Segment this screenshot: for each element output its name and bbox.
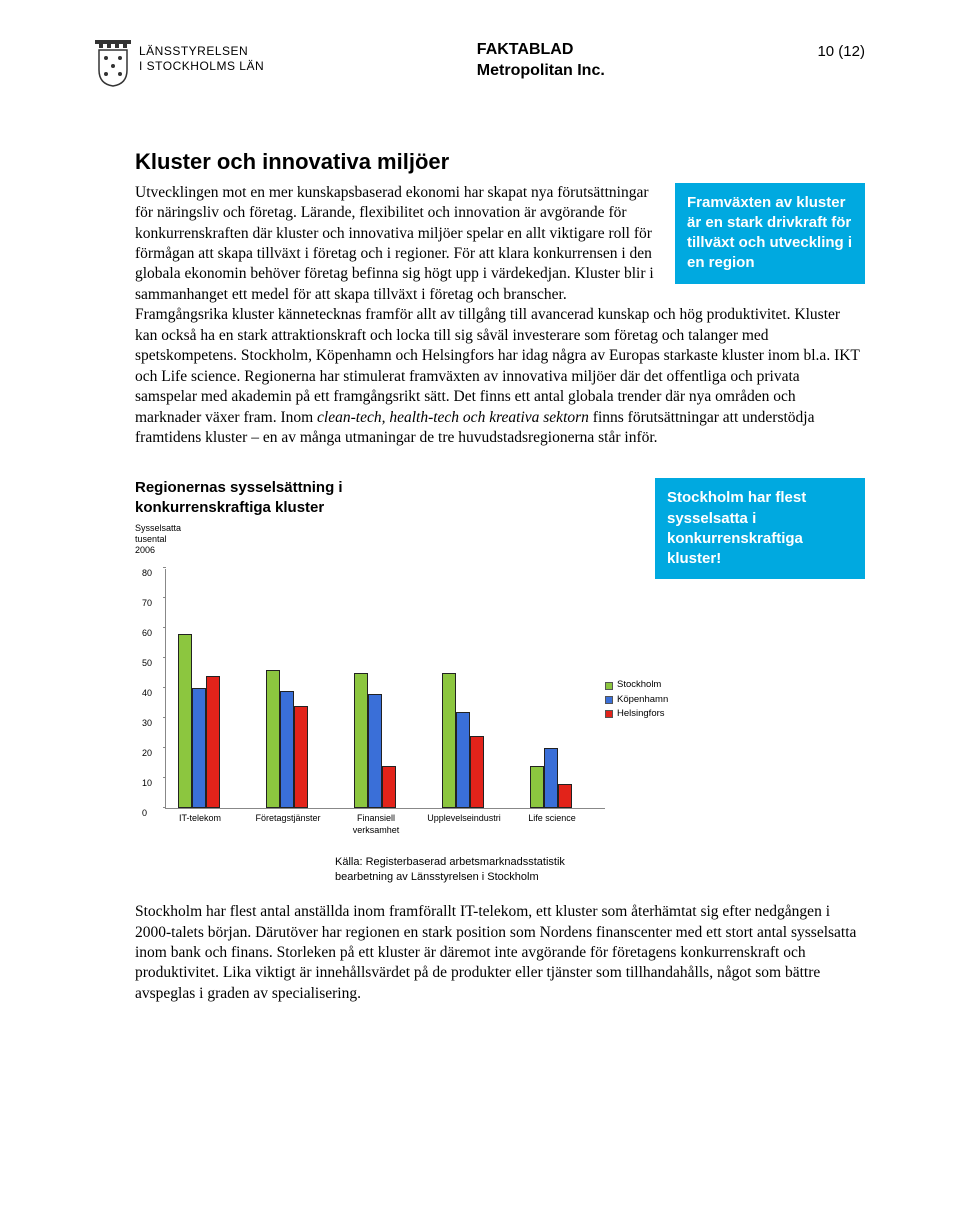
bar <box>442 673 456 808</box>
xtick-label: Upplevelseindustri <box>422 813 506 825</box>
legend-label: Helsingfors <box>617 708 665 720</box>
callout-stockholm-most: Stockholm har flest sysselsatta i konkur… <box>655 478 865 579</box>
legend-swatch <box>605 682 613 690</box>
bar <box>456 712 470 808</box>
chart-legend: Stockholm Köpenhamn Helsingfors <box>605 679 668 722</box>
section-heading: Kluster och innovativa miljöer <box>135 148 865 177</box>
xtick-label: Life science <box>510 813 594 825</box>
ytick-mark <box>163 777 166 778</box>
ytick-mark <box>163 717 166 718</box>
bar <box>530 766 544 808</box>
page-number: 10 (12) <box>817 40 865 62</box>
page-header: LÄNSSTYRELSEN I STOCKHOLMS LÄN FAKTABLAD… <box>95 40 865 88</box>
content-column: Kluster och innovativa miljöer Framväxte… <box>135 148 865 1004</box>
doc-type: FAKTABLAD <box>477 40 605 61</box>
source-l1: Källa: Registerbaserad arbetsmarknadssta… <box>335 856 565 868</box>
doc-title-block: FAKTABLAD Metropolitan Inc. <box>477 40 605 82</box>
xtick-label: IT-telekom <box>158 813 242 825</box>
agency-line2: I STOCKHOLMS LÄN <box>139 59 264 74</box>
chart-plot: 01020304050607080IT-telekomFöretagstjäns… <box>165 569 605 809</box>
ytick-mark <box>163 597 166 598</box>
chart-title: Regionernas sysselsättning i konkurrensk… <box>135 478 415 517</box>
body-italic: clean-tech, health-tech och kreativa sek… <box>317 409 589 426</box>
ytick-label: 70 <box>142 598 152 610</box>
legend-item: Köpenhamn <box>605 694 668 706</box>
chart-section: Regionernas sysselsättning i konkurrensk… <box>135 478 865 884</box>
bar <box>470 736 484 808</box>
ytick-label: 20 <box>142 748 152 760</box>
body-wrap: Framväxten av kluster är en stark drivkr… <box>135 183 865 449</box>
legend-label: Stockholm <box>617 679 661 691</box>
bar <box>266 670 280 808</box>
doc-subject: Metropolitan Inc. <box>477 61 605 82</box>
ytick-label: 10 <box>142 778 152 790</box>
bar-group <box>442 673 502 808</box>
bar-group <box>354 673 414 808</box>
legend-swatch <box>605 710 613 718</box>
ytick-label: 60 <box>142 628 152 640</box>
legend-label: Köpenhamn <box>617 694 668 706</box>
bar-group <box>178 634 238 808</box>
bar <box>354 673 368 808</box>
legend-item: Helsingfors <box>605 708 668 720</box>
ytick-mark <box>163 687 166 688</box>
yaxis-l2: tusental <box>135 534 167 544</box>
ytick-mark <box>163 747 166 748</box>
bar <box>206 676 220 808</box>
xtick-label: Finansiellverksamhet <box>334 813 418 836</box>
agency-name: LÄNSSTYRELSEN I STOCKHOLMS LÄN <box>139 40 264 74</box>
bar <box>280 691 294 808</box>
bar <box>382 766 396 808</box>
ytick-label: 0 <box>142 808 147 820</box>
yaxis-l1: Sysselsatta <box>135 523 181 533</box>
agency-logo-block: LÄNSSTYRELSEN I STOCKHOLMS LÄN <box>95 40 264 88</box>
ytick-label: 30 <box>142 718 152 730</box>
ytick-label: 80 <box>142 568 152 580</box>
crest-icon <box>95 40 131 88</box>
source-l2: bearbetning av Länsstyrelsen i Stockholm <box>335 871 539 883</box>
bar <box>192 688 206 808</box>
agency-line1: LÄNSSTYRELSEN <box>139 44 264 59</box>
bar <box>558 784 572 808</box>
bar <box>368 694 382 808</box>
xtick-label: Företagstjänster <box>246 813 330 825</box>
bar <box>294 706 308 808</box>
ytick-mark <box>163 567 166 568</box>
bar <box>544 748 558 808</box>
ytick-mark <box>163 657 166 658</box>
ytick-mark <box>163 807 166 808</box>
legend-swatch <box>605 696 613 704</box>
chart-area: 0 10 20 30 40 50 60 70 80 IT-telekom Företagstjäns… <box>135 549 655 849</box>
bar-group <box>530 748 590 808</box>
chart-title-col: Regionernas sysselsättning i konkurrensk… <box>135 478 415 555</box>
closing-paragraph: Stockholm har flest antal anställda inom… <box>135 902 865 1004</box>
bar <box>178 634 192 808</box>
ytick-label: 50 <box>142 658 152 670</box>
ytick-mark <box>163 627 166 628</box>
ytick-label: 40 <box>142 688 152 700</box>
callout-cluster-growth: Framväxten av kluster är en stark drivkr… <box>675 183 865 284</box>
bar-group <box>266 670 326 808</box>
legend-item: Stockholm <box>605 679 668 691</box>
chart-source: Källa: Registerbaserad arbetsmarknadssta… <box>335 855 865 884</box>
